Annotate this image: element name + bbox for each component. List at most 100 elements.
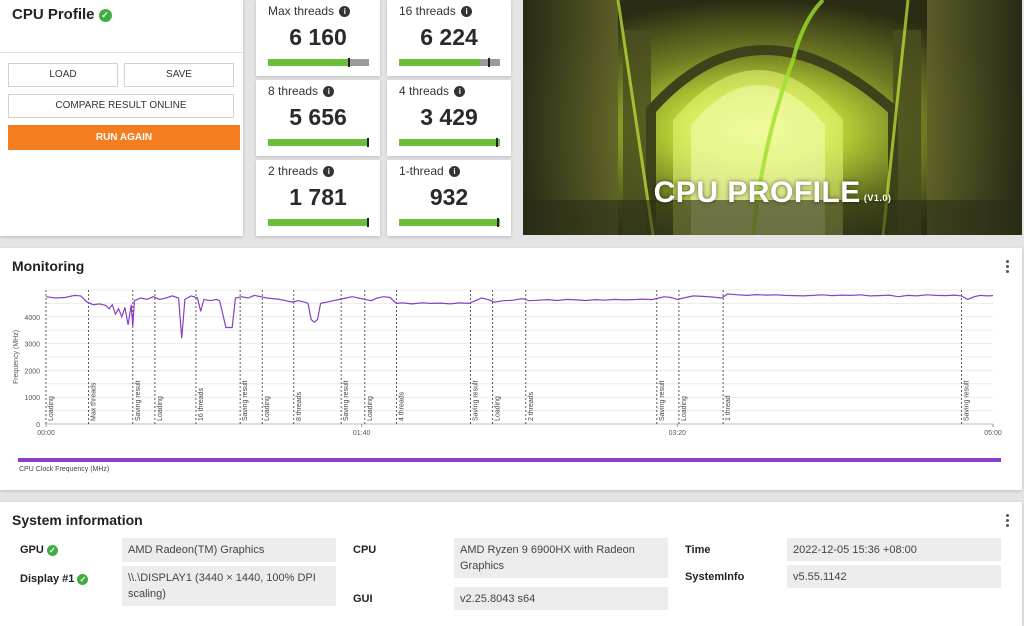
y-tick-label: 3000 [24, 342, 40, 349]
cpu-value: AMD Ryzen 9 6900HX with Radeon Graphics [454, 538, 668, 578]
time-value: 2022-12-05 15:36 +08:00 [787, 538, 1001, 561]
check-icon: ✓ [46, 544, 58, 556]
systeminfo-label: SystemInfo [685, 571, 745, 583]
score-label-text: Max threads [268, 4, 335, 18]
system-info-panel: System information GPU ✓ AMD Radeon(TM) G… [0, 502, 1022, 626]
score-value: 5 656 [289, 104, 347, 130]
display-label: Display #1 ✓ [20, 573, 89, 585]
score-bar-marker [366, 138, 369, 147]
y-tick-label: 4000 [24, 315, 40, 322]
compare-result-online-button[interactable]: COMPARE RESULT ONLINE [8, 94, 234, 118]
score-card-4-threads: 4 threads i 3 429 [387, 80, 511, 156]
event-label: Loading [264, 396, 271, 421]
y-tick-label: 2000 [24, 368, 40, 375]
gpu-label-text: GPU [20, 544, 44, 556]
score-bar-marker [487, 58, 490, 67]
systeminfo-value: v5.55.1142 [787, 565, 1001, 588]
divider [0, 52, 243, 53]
score-bar [399, 58, 500, 67]
more-options-icon[interactable] [1006, 260, 1010, 275]
event-label: Saving result [659, 380, 666, 421]
x-tick-label: 03:20 [669, 430, 687, 437]
event-label: Saving result [473, 380, 480, 421]
info-icon[interactable]: i [323, 166, 335, 177]
hero-banner: CPU PROFILE (V1.0) [523, 0, 1022, 235]
info-icon[interactable]: i [323, 86, 335, 97]
gui-label: GUI [353, 593, 373, 605]
gpu-label: GPU ✓ [20, 544, 58, 556]
y-tick-label: 1000 [24, 395, 40, 402]
score-label-text: 16 threads [399, 4, 456, 18]
load-button[interactable]: LOAD [8, 63, 118, 87]
cpu-label: CPU [353, 544, 377, 556]
score-label: 2 threads i [268, 164, 335, 178]
score-card-2-threads: 2 threads i 1 781 [256, 160, 380, 236]
score-bar-fill [399, 219, 500, 226]
legend-label: CPU Clock Frequency (MHz) [19, 466, 110, 473]
event-label: Saving result [343, 380, 350, 421]
score-bar-fill [268, 139, 369, 146]
y-tick-label: 0 [36, 422, 40, 429]
score-bar [399, 138, 500, 147]
score-label: 4 threads i [399, 84, 466, 98]
system-info-title: System information [12, 512, 143, 528]
event-label: Loading [367, 396, 374, 421]
frequency-chart: 0 1000 2000 3000 4000 Frequency (MHz) 00:00 01:… [13, 289, 1002, 437]
score-card-1-thread: 1-thread i 932 [387, 160, 511, 236]
x-tick-label: 00:00 [37, 430, 55, 437]
event-label: 4 threads [398, 391, 405, 421]
score-bar-marker [495, 138, 498, 147]
time-label: Time [685, 544, 711, 556]
hero-title-text: CPU PROFILE [653, 176, 861, 209]
event-label: 1 thread [725, 395, 732, 421]
score-bar-fill [399, 59, 480, 66]
score-value: 3 429 [420, 104, 478, 130]
monitoring-title: Monitoring [12, 258, 85, 274]
check-icon: ✓ [77, 573, 89, 585]
score-label: Max threads i [268, 4, 351, 18]
more-options-icon[interactable] [1006, 514, 1010, 529]
event-label: Saving result [963, 380, 970, 421]
score-value: 1 781 [289, 184, 347, 210]
hero-title: CPU PROFILE (V1.0) [523, 176, 1022, 210]
result-title-text: CPU Profile [12, 6, 95, 23]
result-title: CPU Profile ✓ [12, 6, 112, 23]
check-icon: ✓ [98, 8, 112, 22]
score-card-8-threads: 8 threads i 5 656 [256, 80, 380, 156]
frequency-series-line [45, 293, 994, 339]
score-bar [268, 138, 369, 147]
info-icon[interactable]: i [449, 166, 461, 177]
score-bar-marker [366, 218, 369, 227]
info-icon[interactable]: i [339, 6, 351, 17]
save-button[interactable]: SAVE [124, 63, 234, 87]
event-label: Loading [48, 396, 55, 421]
event-label: Loading [495, 396, 502, 421]
event-label: Loading [157, 396, 164, 421]
score-label: 16 threads i [399, 4, 473, 18]
score-bar-marker [347, 58, 350, 67]
score-bar [268, 58, 369, 67]
y-axis-label: Frequency (MHz) [13, 330, 20, 384]
score-label: 8 threads i [268, 84, 335, 98]
event-label: 8 threads [296, 391, 303, 421]
info-icon[interactable]: i [461, 6, 473, 17]
x-tick-label: 01:40 [353, 430, 371, 437]
score-label: 1-thread i [399, 164, 461, 178]
run-again-button[interactable]: RUN AGAIN [8, 125, 240, 150]
event-label: Loading [681, 396, 688, 421]
hero-artwork [523, 0, 1022, 235]
gui-value: v2.25.8043 s64 [454, 587, 668, 610]
display-label-text: Display #1 [20, 573, 75, 585]
gpu-value: AMD Radeon(TM) Graphics [122, 538, 336, 562]
score-value: 932 [429, 184, 469, 210]
info-icon[interactable]: i [454, 86, 466, 97]
score-bar-marker [496, 218, 499, 227]
legend-line [18, 458, 1001, 462]
event-label: 16 threads [198, 387, 205, 421]
score-value: 6 224 [420, 24, 478, 50]
score-bar-fill [268, 59, 349, 66]
result-panel: CPU Profile ✓ LOAD SAVE COMPARE RESULT ON… [0, 0, 243, 236]
score-bar-fill [399, 139, 500, 146]
event-label: Saving result [242, 380, 249, 421]
score-card-16-threads: 16 threads i 6 224 [387, 0, 511, 76]
